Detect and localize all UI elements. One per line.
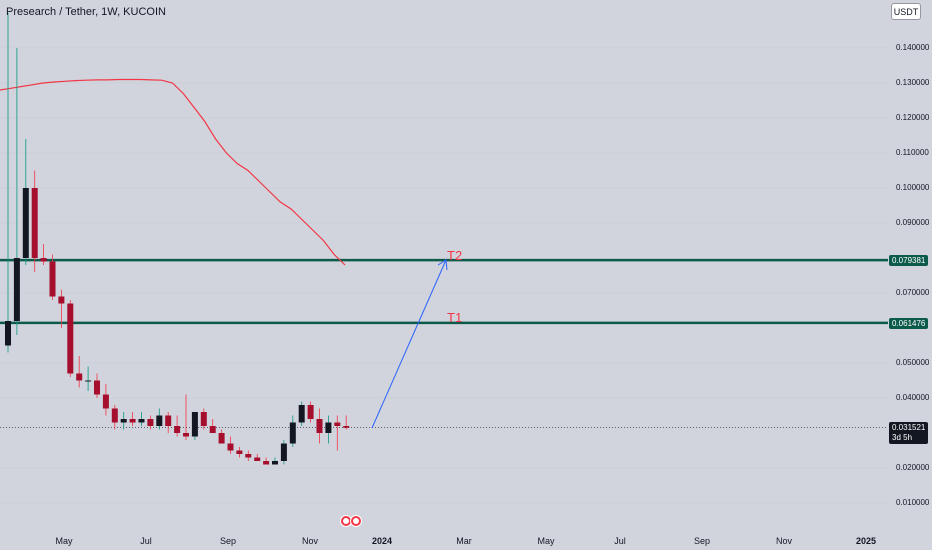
x-tick: 2024 — [371, 536, 393, 546]
t1-label: T1 — [447, 310, 463, 325]
bar-countdown: 3d 5h — [892, 433, 913, 442]
candle-body — [40, 258, 47, 262]
current-price-tag: 0.031521 3d 5h — [889, 422, 929, 444]
x-tick: May — [55, 536, 73, 546]
candle-body — [209, 426, 216, 433]
candle-body — [13, 258, 20, 321]
candle-body — [174, 426, 181, 433]
x-tick: Sep — [693, 536, 711, 546]
symbol-title: Presearch / Tether, 1W, KUCOIN — [6, 6, 166, 18]
x-tick: Nov — [301, 536, 319, 546]
candle-body — [227, 443, 234, 451]
candle-body — [325, 422, 332, 433]
candle-body — [307, 405, 314, 419]
currency-button[interactable]: USDT — [891, 3, 921, 20]
x-tick: May — [537, 536, 555, 546]
x-tick: Mar — [456, 536, 472, 546]
projection-arrow — [371, 259, 448, 429]
y-tick: 0.020000 — [896, 463, 930, 472]
candle-body — [183, 433, 189, 437]
candle-body — [111, 408, 118, 423]
candle-body — [245, 454, 252, 458]
candle-body — [31, 188, 38, 258]
y-tick: 0.140000 — [896, 43, 930, 52]
candle-body — [94, 380, 100, 395]
y-tick: 0.070000 — [896, 288, 930, 297]
current-price-value: 0.031521 — [892, 423, 926, 432]
candle-body — [129, 419, 136, 423]
candle-body — [102, 394, 109, 409]
candle-body — [85, 380, 92, 382]
candle-body — [254, 457, 261, 461]
y-tick: 0.090000 — [896, 218, 930, 227]
moving-average-line — [0, 78, 346, 266]
candle-body — [343, 426, 350, 428]
candle-body — [120, 419, 127, 423]
projection-arrow-line — [371, 259, 447, 429]
economic-event-icon[interactable] — [350, 515, 362, 527]
t1-price-tag: 0.061476 — [889, 318, 929, 329]
candle-body — [263, 461, 270, 465]
candle-body — [316, 419, 323, 433]
candle-body — [22, 188, 29, 258]
y-tick: 0.010000 — [896, 498, 930, 507]
y-tick: 0.130000 — [896, 78, 930, 87]
economic-event-icon[interactable] — [340, 515, 352, 527]
candle-body — [191, 412, 198, 437]
y-tick: 0.110000 — [896, 148, 929, 157]
y-tick: 0.050000 — [896, 358, 930, 367]
candle-body — [218, 433, 225, 444]
candle-body — [236, 450, 243, 454]
candle-body — [165, 415, 172, 426]
y-tick: 0.120000 — [896, 113, 930, 122]
candle-body — [138, 419, 145, 423]
y-tick: 0.040000 — [896, 393, 930, 402]
candle-body — [200, 412, 207, 426]
candle-body — [58, 296, 65, 304]
candle-body — [49, 261, 56, 297]
candle-body — [76, 373, 83, 381]
candle-body — [280, 443, 287, 461]
candle-body — [298, 405, 305, 423]
candle-body — [156, 415, 163, 426]
x-tick: Sep — [219, 536, 237, 546]
candle-body — [147, 419, 154, 426]
x-tick: Jul — [140, 536, 152, 546]
t2-label: T2 — [447, 248, 463, 263]
grid — [0, 47, 888, 504]
candle-body — [5, 321, 11, 346]
candle-body — [334, 422, 341, 426]
projection-arrow-head — [437, 259, 448, 271]
y-tick: 0.100000 — [896, 183, 930, 192]
price-level-lines — [0, 258, 888, 325]
candle-body — [289, 422, 296, 444]
candle-body — [272, 461, 278, 465]
x-tick: 2025 — [855, 536, 877, 546]
x-tick: Jul — [614, 536, 626, 546]
x-tick: Nov — [775, 536, 793, 546]
t2-price-tag: 0.079381 — [889, 255, 929, 266]
candles — [5, 13, 350, 465]
candle-body — [67, 303, 74, 374]
